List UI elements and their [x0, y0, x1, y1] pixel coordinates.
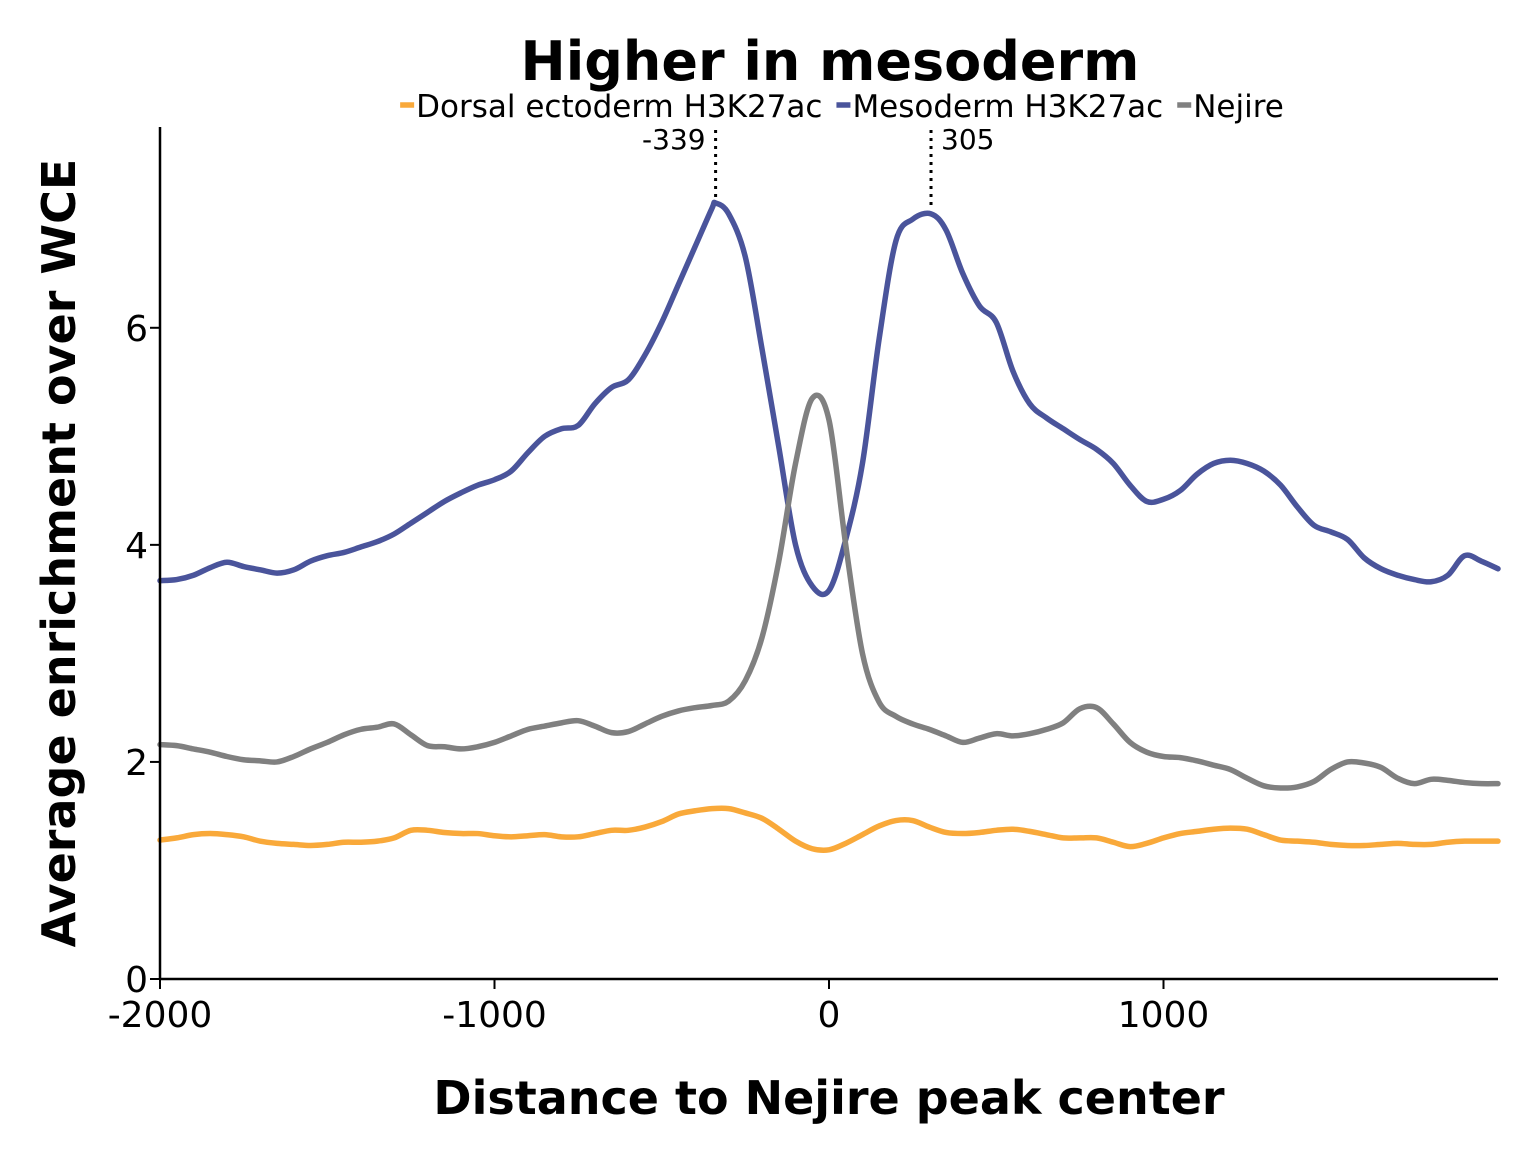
- axes: -2000 -1000 0 1000 0 2 4 6: [108, 127, 1498, 1036]
- y-tick-label: 6: [125, 309, 148, 350]
- y-ticks: 0 2 4 6: [125, 309, 160, 1001]
- chart-title: Higher in mesoderm: [521, 30, 1140, 93]
- y-tick-label: 2: [125, 743, 148, 784]
- series-line-mesoderm-h3k27ac: [157, 199, 1501, 598]
- x-tick-label: 1000: [1118, 995, 1210, 1036]
- series-line-dorsal-ectoderm-h3k27ac: [157, 805, 1501, 854]
- series-line-nejire: [157, 392, 1501, 791]
- legend: Dorsal ectoderm H3K27ac Mesoderm H3K27ac N…: [400, 89, 1284, 125]
- x-tick-label: 0: [818, 995, 841, 1036]
- legend-label: Mesoderm H3K27ac: [852, 89, 1163, 125]
- legend-label: Dorsal ectoderm H3K27ac: [416, 89, 822, 125]
- y-tick-label: 0: [125, 960, 148, 1001]
- x-ticks: -2000 -1000 0 1000: [108, 979, 1210, 1036]
- series-layer: [157, 199, 1501, 854]
- x-tick-label: -1000: [442, 995, 547, 1036]
- y-axis-title: Average enrichment over WCE: [32, 159, 86, 948]
- x-axis-title: Distance to Nejire peak center: [433, 1071, 1225, 1125]
- y-tick-label: 4: [125, 526, 148, 567]
- legend-label: Nejire: [1193, 89, 1284, 125]
- peak-marker-label: -339: [642, 123, 706, 156]
- peak-annotations: -339 305: [642, 123, 994, 210]
- x-tick-label: -2000: [108, 995, 213, 1036]
- peak-marker-label: 305: [941, 123, 994, 156]
